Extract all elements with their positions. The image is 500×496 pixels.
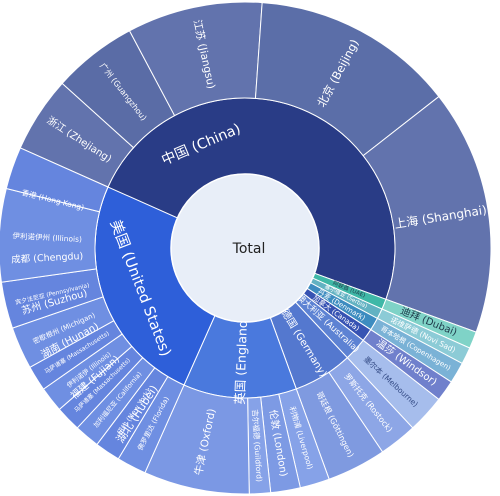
city-segment-31[interactable] — [5, 147, 109, 213]
city-segment-10[interactable] — [362, 95, 492, 333]
country-ring — [94, 97, 396, 399]
center-circle[interactable] — [170, 173, 320, 323]
